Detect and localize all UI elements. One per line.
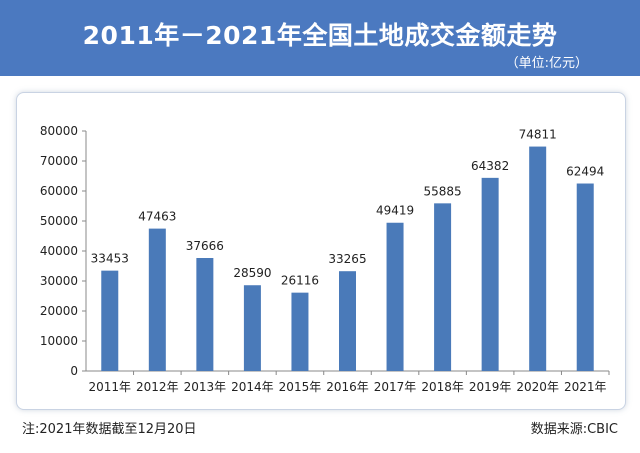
x-tick-label: 2016年	[326, 380, 369, 394]
bar	[243, 285, 261, 371]
x-tick-label: 2015年	[279, 380, 322, 394]
data-label: 55885	[423, 184, 461, 198]
data-label: 49419	[376, 204, 414, 218]
bar	[339, 271, 356, 371]
x-tick-label: 2019年	[469, 380, 512, 394]
data-label: 64382	[471, 159, 509, 173]
y-tick-label: 80000	[40, 124, 78, 138]
bar	[148, 228, 166, 371]
data-source: 数据来源:CBIC	[530, 422, 618, 437]
bar	[529, 146, 547, 371]
x-tick-label: 2017年	[374, 380, 417, 394]
bar	[434, 203, 452, 371]
y-tick-label: 70000	[40, 154, 78, 168]
y-tick-label: 30000	[40, 274, 78, 288]
bar-chart: 0 10000 20000 30000 40000 50000 60000 70000 8000…	[40, 124, 610, 394]
bar	[291, 292, 309, 371]
y-tick-label: 0	[70, 364, 78, 378]
x-tick-label: 2020年	[516, 380, 559, 394]
x-tick-label: 2014年	[231, 380, 274, 394]
bar	[386, 222, 404, 371]
x-tick-label: 2021年	[564, 380, 607, 394]
data-label: 74811	[519, 128, 557, 142]
header-banner: 2011年－2021年全国土地成交金额走势 （单位:亿元）	[0, 0, 640, 76]
x-tick-label: 2011年	[88, 380, 131, 394]
bar	[481, 177, 499, 371]
data-label: 33453	[91, 252, 129, 266]
y-tick-label: 50000	[40, 214, 78, 228]
y-tick-label: 10000	[40, 334, 78, 348]
data-label: 37666	[186, 239, 224, 253]
data-label: 62494	[566, 165, 604, 179]
data-label: 33265	[328, 252, 366, 266]
y-tick-label: 20000	[40, 304, 78, 318]
chart-title: 2011年－2021年全国土地成交金额走势	[82, 21, 558, 50]
x-tick-label: 2013年	[184, 380, 227, 394]
data-label: 28590	[233, 266, 271, 280]
data-label: 26116	[281, 274, 319, 288]
bar	[196, 258, 214, 371]
footnote: 注:2021年数据截至12月20日	[22, 422, 197, 437]
y-tick-label: 40000	[40, 244, 78, 258]
y-tick-label: 60000	[40, 184, 78, 198]
x-tick-label: 2012年	[136, 380, 179, 394]
unit-label: （单位:亿元）	[505, 56, 588, 71]
bar	[101, 270, 119, 371]
bar	[576, 183, 594, 371]
data-label: 47463	[138, 210, 176, 224]
chart-card: 0 10000 20000 30000 40000 50000 60000 70000 8000…	[16, 92, 626, 410]
x-tick-label: 2018年	[421, 380, 464, 394]
